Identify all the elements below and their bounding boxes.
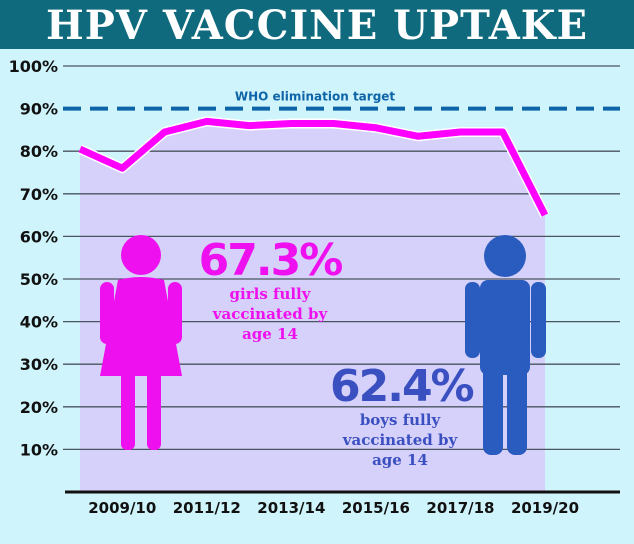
x-tick-label: 2015/16 bbox=[342, 499, 410, 517]
y-tick-label: 50% bbox=[20, 270, 58, 289]
y-tick-label: 30% bbox=[20, 355, 58, 374]
boy-arm-icon bbox=[531, 282, 546, 358]
boy-leg-icon bbox=[507, 360, 527, 455]
girls-annotation: 67.3% girls fully vaccinated by age 14 bbox=[190, 238, 350, 344]
y-tick-label: 60% bbox=[20, 227, 58, 246]
boys-text-1: boys fully bbox=[359, 411, 441, 429]
y-tick-label: 10% bbox=[20, 440, 58, 459]
title-bar bbox=[0, 0, 634, 49]
girls-text-1: girls fully bbox=[229, 285, 311, 303]
y-tick-label: 70% bbox=[20, 185, 58, 204]
boys-text-3: age 14 bbox=[372, 451, 428, 469]
boy-head-icon bbox=[484, 235, 526, 277]
y-tick-label: 90% bbox=[20, 100, 58, 119]
series-line bbox=[78, 117, 549, 217]
girl-arm-icon bbox=[100, 282, 114, 344]
girls-value: 67.3% bbox=[198, 235, 344, 286]
boys-text-2: vaccinated by bbox=[342, 431, 458, 449]
who-target-label: WHO elimination target bbox=[235, 90, 396, 104]
boys-value: 62.4% bbox=[330, 361, 475, 412]
area-fill bbox=[80, 121, 545, 492]
boys-annotation: 62.4% boys fully vaccinated by age 14 bbox=[330, 361, 475, 470]
x-tick-label: 2011/12 bbox=[173, 499, 241, 517]
boy-body-icon bbox=[480, 280, 530, 375]
girl-leg-icon bbox=[121, 370, 135, 450]
x-tick-label: 2019/20 bbox=[511, 499, 579, 517]
girl-head-icon bbox=[121, 235, 161, 275]
y-tick-label: 80% bbox=[20, 142, 58, 161]
x-tick-label: 2013/14 bbox=[257, 499, 325, 517]
y-tick-label: 20% bbox=[20, 398, 58, 417]
boy-arm-icon bbox=[465, 282, 480, 358]
girls-text-2: vaccinated by bbox=[212, 305, 328, 323]
chart-title: HPV VACCINE UPTAKE bbox=[46, 2, 588, 49]
y-tick-label: 100% bbox=[9, 57, 58, 76]
girl-body-icon bbox=[100, 277, 182, 376]
boy-leg-icon bbox=[483, 360, 503, 455]
girl-arm-icon bbox=[168, 282, 182, 344]
x-tick-label: 2009/10 bbox=[88, 499, 156, 517]
girls-text-3: age 14 bbox=[242, 325, 298, 343]
girl-leg-icon bbox=[147, 370, 161, 450]
x-tick-label: 2017/18 bbox=[426, 499, 494, 517]
y-tick-label: 40% bbox=[20, 313, 58, 332]
